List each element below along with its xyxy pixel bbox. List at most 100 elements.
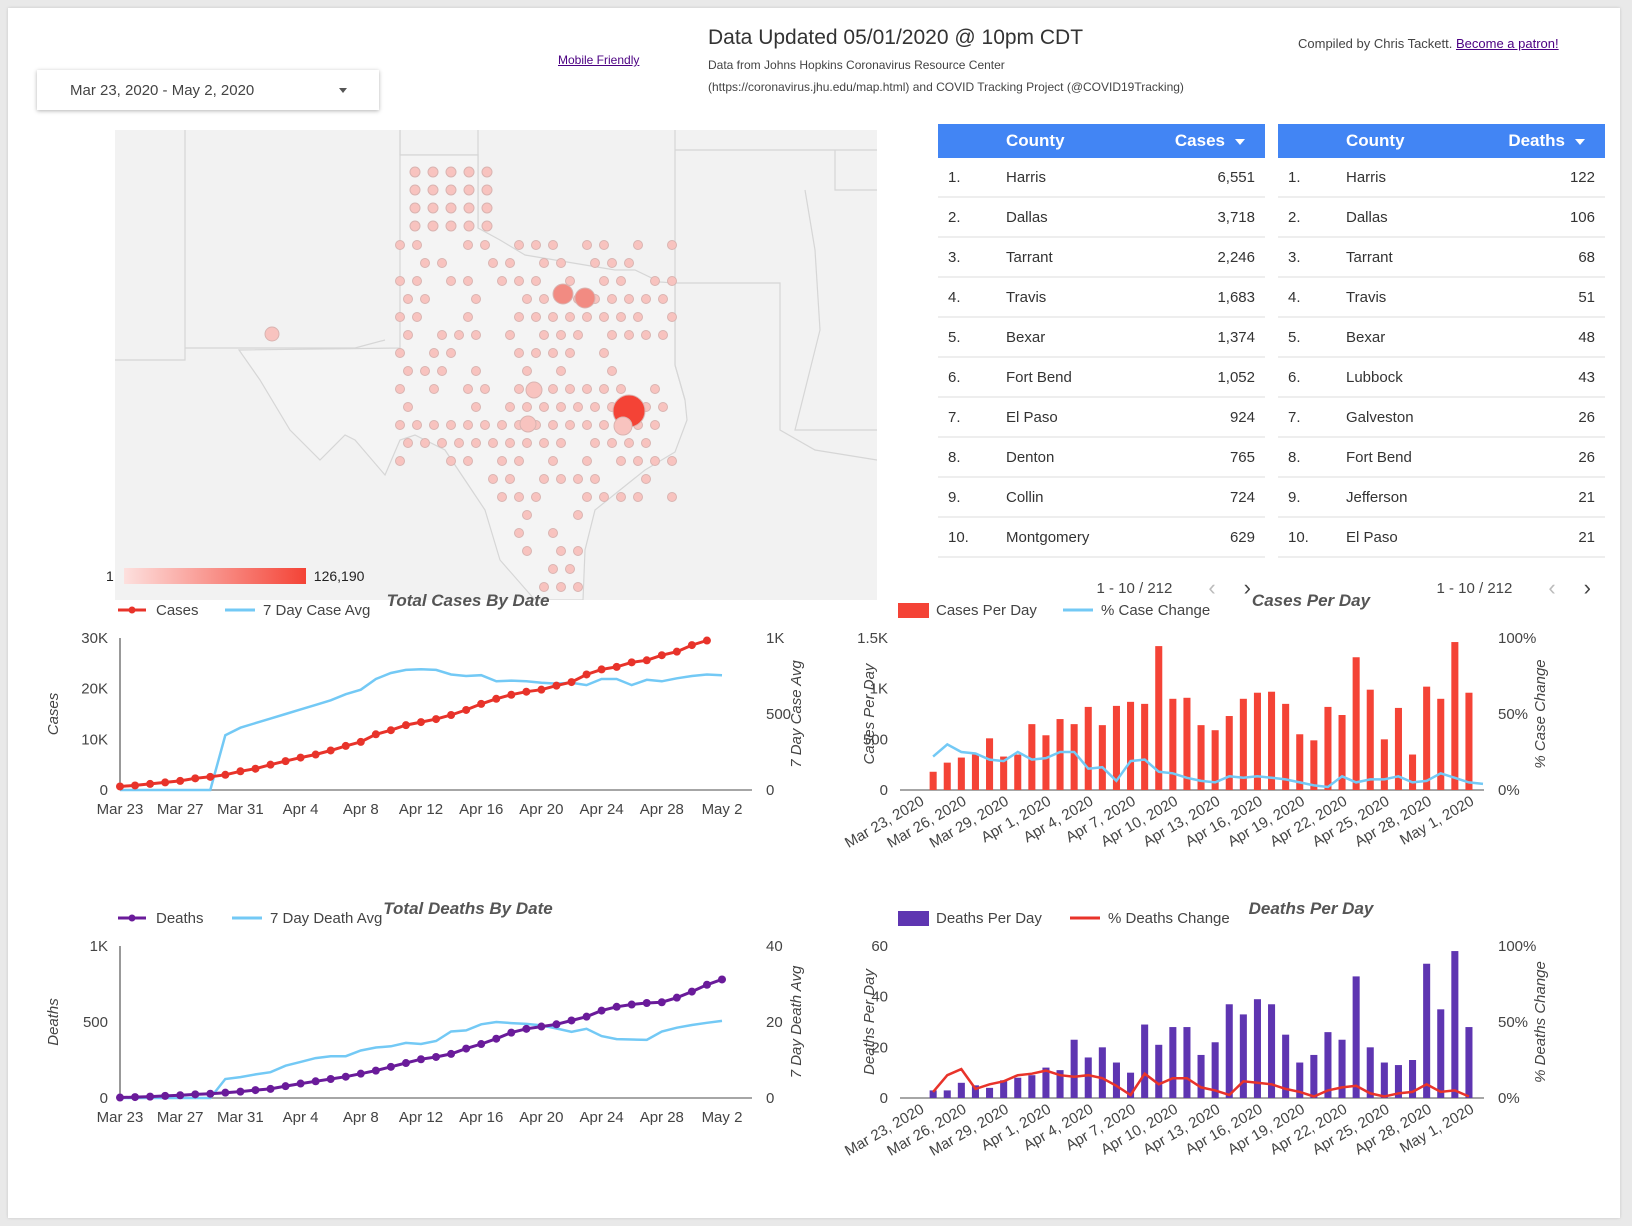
bar[interactable]: [1112, 705, 1120, 790]
county-bubble[interactable]: [463, 184, 475, 196]
county-bubble[interactable]: [488, 474, 498, 484]
column-header-cases[interactable]: Cases: [1155, 131, 1265, 151]
data-point[interactable]: [597, 665, 606, 674]
county-bubble[interactable]: [427, 202, 439, 214]
data-point[interactable]: [627, 1000, 636, 1009]
county-bubble[interactable]: [667, 276, 677, 286]
county-bubble[interactable]: [409, 184, 421, 196]
data-point[interactable]: [462, 705, 471, 714]
data-point[interactable]: [522, 1024, 531, 1033]
county-bubble[interactable]: [463, 220, 475, 232]
bar[interactable]: [1197, 1054, 1205, 1098]
county-bubble[interactable]: [395, 348, 405, 358]
county-bubble[interactable]: [599, 492, 609, 502]
county-bubble[interactable]: [548, 240, 558, 250]
column-header-deaths[interactable]: Deaths: [1495, 131, 1605, 151]
county-bubble[interactable]: [650, 384, 660, 394]
bar[interactable]: [1324, 706, 1332, 790]
county-bubble[interactable]: [590, 258, 600, 268]
county-bubble[interactable]: [497, 276, 507, 286]
county-bubble[interactable]: [445, 184, 457, 196]
bar[interactable]: [1056, 1070, 1064, 1098]
bar[interactable]: [1465, 1027, 1473, 1098]
data-point[interactable]: [612, 662, 621, 671]
county-bubble[interactable]: [488, 258, 498, 268]
county-bubble[interactable]: [531, 240, 541, 250]
table-row[interactable]: 7. El Paso 924: [938, 398, 1265, 438]
bar[interactable]: [1310, 1054, 1318, 1098]
table-row[interactable]: 3. Tarrant 2,246: [938, 238, 1265, 278]
bar[interactable]: [1394, 1065, 1402, 1098]
bar[interactable]: [1000, 756, 1008, 790]
county-bubble[interactable]: [582, 312, 592, 322]
data-point[interactable]: [718, 975, 726, 984]
county-bubble[interactable]: [539, 438, 549, 448]
county-bubble[interactable]: [445, 202, 457, 214]
county-bubble[interactable]: [446, 276, 456, 286]
bar[interactable]: [1282, 703, 1290, 790]
county-bubble[interactable]: [556, 582, 566, 592]
bar[interactable]: [1169, 698, 1177, 790]
bar[interactable]: [1155, 646, 1163, 790]
data-point[interactable]: [447, 1049, 456, 1058]
county-bubble[interactable]: [480, 384, 490, 394]
bar[interactable]: [1437, 1009, 1445, 1098]
county-bubble[interactable]: [429, 384, 439, 394]
county-bubble[interactable]: [497, 420, 507, 430]
county-bubble[interactable]: [481, 184, 493, 196]
county-bubble[interactable]: [573, 582, 583, 592]
county-bubble[interactable]: [556, 402, 566, 412]
data-point[interactable]: [326, 1075, 335, 1083]
data-point[interactable]: [266, 760, 275, 769]
table-row[interactable]: 1. Harris 6,551: [938, 158, 1265, 198]
bar[interactable]: [1423, 686, 1431, 790]
total-deaths-chart[interactable]: Total Deaths By Date Deaths 7 Day Death Av…: [8, 899, 805, 1203]
data-point[interactable]: [432, 1052, 441, 1061]
bar[interactable]: [1084, 1057, 1092, 1098]
table-row[interactable]: 9. Jefferson 21: [1278, 478, 1605, 518]
data-point[interactable]: [612, 1002, 621, 1011]
data-point[interactable]: [356, 1069, 365, 1078]
data-point[interactable]: [657, 651, 666, 660]
bar[interactable]: [1437, 698, 1445, 790]
bar[interactable]: [929, 771, 937, 790]
data-point[interactable]: [567, 1016, 576, 1025]
county-bubble[interactable]: [471, 330, 481, 340]
bar[interactable]: [1183, 1027, 1191, 1098]
bar[interactable]: [943, 762, 951, 790]
county-bubble[interactable]: [650, 420, 660, 430]
table-row[interactable]: 6. Lubbock 43: [1278, 358, 1605, 398]
data-point[interactable]: [251, 1086, 260, 1095]
bar[interactable]: [986, 1087, 994, 1098]
county-bubble[interactable]: [519, 415, 537, 433]
county-bubble[interactable]: [409, 220, 421, 232]
bar[interactable]: [1225, 716, 1233, 790]
chevron-right-icon[interactable]: ›: [1243, 575, 1251, 600]
data-point[interactable]: [176, 1091, 185, 1100]
county-bubble[interactable]: [522, 294, 532, 304]
county-bubble[interactable]: [409, 202, 421, 214]
bar[interactable]: [1423, 963, 1431, 1098]
county-bubble[interactable]: [514, 492, 524, 502]
county-bubble[interactable]: [658, 294, 668, 304]
county-bubble[interactable]: [522, 366, 532, 376]
bar[interactable]: [1296, 1062, 1304, 1098]
data-point[interactable]: [401, 721, 410, 730]
county-bubble[interactable]: [505, 402, 515, 412]
county-bubble[interactable]: [556, 330, 566, 340]
county-bubble[interactable]: [616, 456, 626, 466]
bar[interactable]: [1366, 689, 1374, 790]
county-bubble[interactable]: [412, 276, 422, 286]
county-bubble[interactable]: [497, 456, 507, 466]
data-point[interactable]: [432, 715, 441, 724]
bar[interactable]: [1112, 1062, 1120, 1098]
county-bubble[interactable]: [463, 420, 473, 430]
data-point[interactable]: [386, 726, 395, 735]
data-point[interactable]: [447, 711, 456, 720]
county-bubble[interactable]: [463, 276, 473, 286]
county-bubble[interactable]: [505, 258, 515, 268]
county-bubble[interactable]: [633, 492, 643, 502]
county-bubble[interactable]: [658, 330, 668, 340]
data-point[interactable]: [281, 757, 290, 766]
cases-per-day-chart[interactable]: Cases Per Day Cases Per Day % Case Change 0…: [842, 591, 1628, 895]
